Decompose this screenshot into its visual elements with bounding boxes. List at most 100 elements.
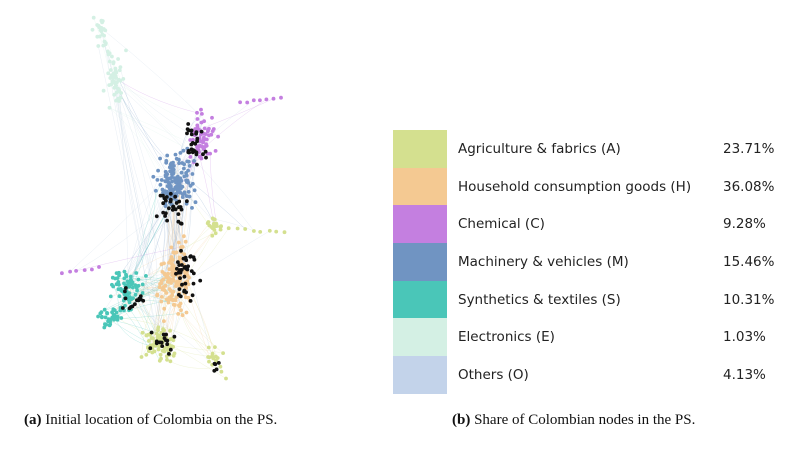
network-edge <box>168 228 229 303</box>
legend-row: Machinery & vehicles (M) 15.46% <box>393 243 783 281</box>
network-edge <box>161 186 181 265</box>
network-node <box>179 308 183 313</box>
network-node <box>110 282 114 287</box>
network-node <box>105 311 109 315</box>
network-node <box>174 295 179 300</box>
colombia-node <box>168 191 173 196</box>
network-node <box>209 132 214 137</box>
colombia-node <box>188 299 193 303</box>
network-node <box>201 146 206 151</box>
colombia-node <box>177 287 182 291</box>
colombia-node <box>154 341 159 346</box>
network-node <box>106 71 111 76</box>
network-node <box>173 178 178 182</box>
network-node <box>162 319 166 323</box>
legend-row: Electronics (E) 1.03% <box>393 318 783 357</box>
caption-b-text: Share of Colombian nodes in the PS. <box>474 412 696 428</box>
network-node <box>118 95 123 100</box>
network-node <box>115 314 120 319</box>
colombia-node <box>169 197 173 202</box>
colombia-node <box>177 269 182 274</box>
network-node <box>218 364 223 369</box>
network-node <box>165 357 169 362</box>
network-edge <box>114 87 165 341</box>
network-node <box>224 376 228 381</box>
colombia-node <box>216 361 221 365</box>
network-node <box>166 271 170 276</box>
network-node <box>171 297 176 302</box>
network-node <box>108 68 113 72</box>
network-node <box>68 269 72 274</box>
network-node <box>186 159 191 164</box>
network-node <box>170 164 175 169</box>
colombia-node <box>130 304 135 309</box>
network-node <box>177 240 181 245</box>
network-edge <box>114 94 159 328</box>
network-node <box>188 138 193 142</box>
network-node <box>114 90 119 95</box>
network-node <box>156 168 160 173</box>
network-node <box>192 159 197 163</box>
colombia-node <box>160 344 165 348</box>
colombia-node <box>185 131 189 136</box>
network-node <box>136 277 141 282</box>
network-node <box>159 295 164 299</box>
colombia-node <box>195 136 200 141</box>
legend-label: Agriculture & fabrics (A) <box>458 140 621 157</box>
network-node <box>173 250 177 255</box>
network-node <box>118 65 123 69</box>
colombia-node <box>133 302 137 306</box>
network-node <box>144 274 148 278</box>
network-node <box>168 169 173 174</box>
network-node <box>169 281 173 285</box>
network-node <box>174 156 179 161</box>
network-edge <box>112 81 199 130</box>
network-edge <box>119 296 213 365</box>
network-node <box>206 220 211 224</box>
network-node <box>169 337 174 341</box>
network-node <box>101 88 106 93</box>
network-node <box>171 278 176 283</box>
legend-label: Machinery & vehicles (M) <box>458 253 629 270</box>
network-node <box>166 280 170 284</box>
network-node <box>106 317 111 322</box>
network-node <box>97 34 102 39</box>
network-node <box>165 192 170 197</box>
network-node <box>163 179 168 184</box>
network-node <box>159 281 164 285</box>
network-node <box>100 20 104 25</box>
network-node <box>134 271 139 275</box>
network-node <box>117 89 122 94</box>
network-node <box>108 76 113 80</box>
network-nodes <box>60 15 287 381</box>
network-node <box>60 271 64 276</box>
network-edge <box>137 290 167 300</box>
colombia-node <box>179 221 184 226</box>
network-node <box>135 288 139 293</box>
network-node <box>100 32 105 37</box>
colombia-node <box>168 347 173 352</box>
network-node <box>188 183 193 188</box>
legend-swatch <box>393 318 447 357</box>
colombia-node <box>177 263 182 267</box>
network-edge <box>114 264 162 318</box>
colombia-node <box>203 149 208 154</box>
network-node <box>172 351 177 356</box>
network-edge <box>198 98 274 130</box>
network-edge <box>120 150 184 308</box>
network-node <box>182 162 187 167</box>
caption-panel-b: (b) Share of Colombian nodes in the PS. <box>452 412 695 429</box>
network-node <box>102 307 107 312</box>
network-node <box>178 186 183 191</box>
network-node <box>117 99 121 103</box>
network-node <box>212 228 217 232</box>
network-node <box>181 148 186 153</box>
colombia-node <box>192 257 197 262</box>
colombia-node <box>189 132 194 137</box>
legend-swatch <box>393 280 447 319</box>
colombia-node <box>178 276 182 280</box>
network-node <box>105 49 110 54</box>
network-node <box>178 151 183 155</box>
network-node <box>210 233 215 238</box>
network-node <box>108 294 113 299</box>
